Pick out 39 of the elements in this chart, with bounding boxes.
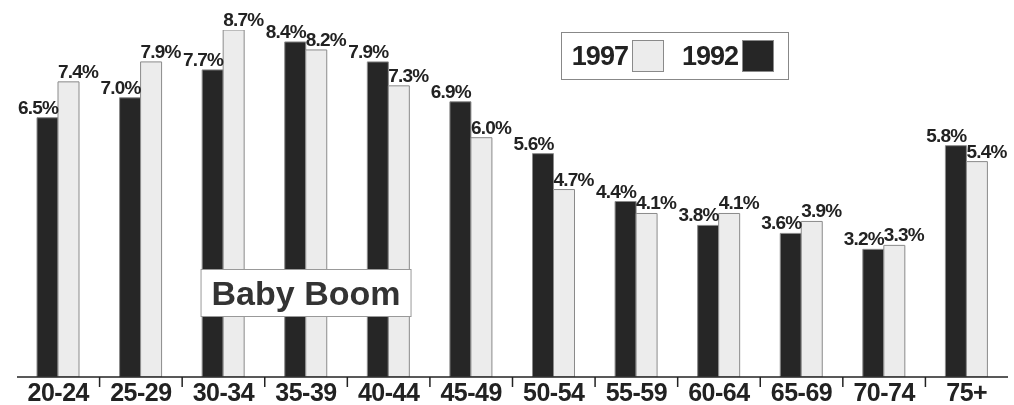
x-tick-label: 65-69: [770, 378, 833, 405]
data-label: 3.6%: [761, 212, 803, 234]
data-label: 6.9%: [430, 80, 472, 102]
data-label: 7.3%: [388, 64, 430, 86]
x-tick-label: 45-49: [440, 378, 502, 405]
data-label: 7.9%: [348, 40, 390, 62]
data-label: 5.6%: [513, 132, 555, 154]
data-label: 5.8%: [926, 124, 968, 146]
x-tick-label: 35-39: [275, 378, 337, 405]
data-label: 3.2%: [843, 228, 885, 250]
legend-label: 1992: [681, 40, 738, 73]
x-tick-label: 75+: [946, 378, 988, 405]
data-label: 6.5%: [17, 96, 59, 118]
x-tick-label: 70-74: [853, 378, 916, 405]
data-label: 4.1%: [718, 192, 760, 214]
data-label: 3.9%: [801, 200, 843, 222]
data-label: 5.4%: [966, 140, 1008, 162]
data-label: 3.3%: [883, 224, 925, 246]
x-tick-label: 25-29: [110, 378, 172, 405]
annotation: Baby Boom: [200, 269, 412, 318]
data-label: 4.4%: [595, 180, 637, 202]
data-label: 7.0%: [100, 76, 142, 98]
x-tick-label: 50-54: [523, 378, 586, 405]
data-label: 8.2%: [305, 28, 347, 50]
data-label: 8.7%: [223, 9, 265, 30]
data-label: 3.8%: [678, 204, 720, 226]
data-label: 6.0%: [470, 116, 512, 138]
data-label: 4.7%: [553, 168, 595, 190]
x-tick-label: 40-44: [357, 378, 420, 405]
x-tick-label: 20-24: [27, 378, 90, 405]
legend-label: 1997: [571, 40, 628, 73]
data-label: 7.7%: [183, 48, 225, 70]
x-tick-label: 30-34: [192, 378, 255, 405]
data-label: 8.4%: [265, 20, 307, 42]
x-tick-label: 55-59: [605, 378, 668, 405]
data-label: 4.1%: [636, 192, 678, 214]
x-tick-label: 60-64: [688, 378, 751, 405]
data-label: 7.4%: [58, 60, 100, 82]
data-label: 7.9%: [140, 40, 182, 62]
